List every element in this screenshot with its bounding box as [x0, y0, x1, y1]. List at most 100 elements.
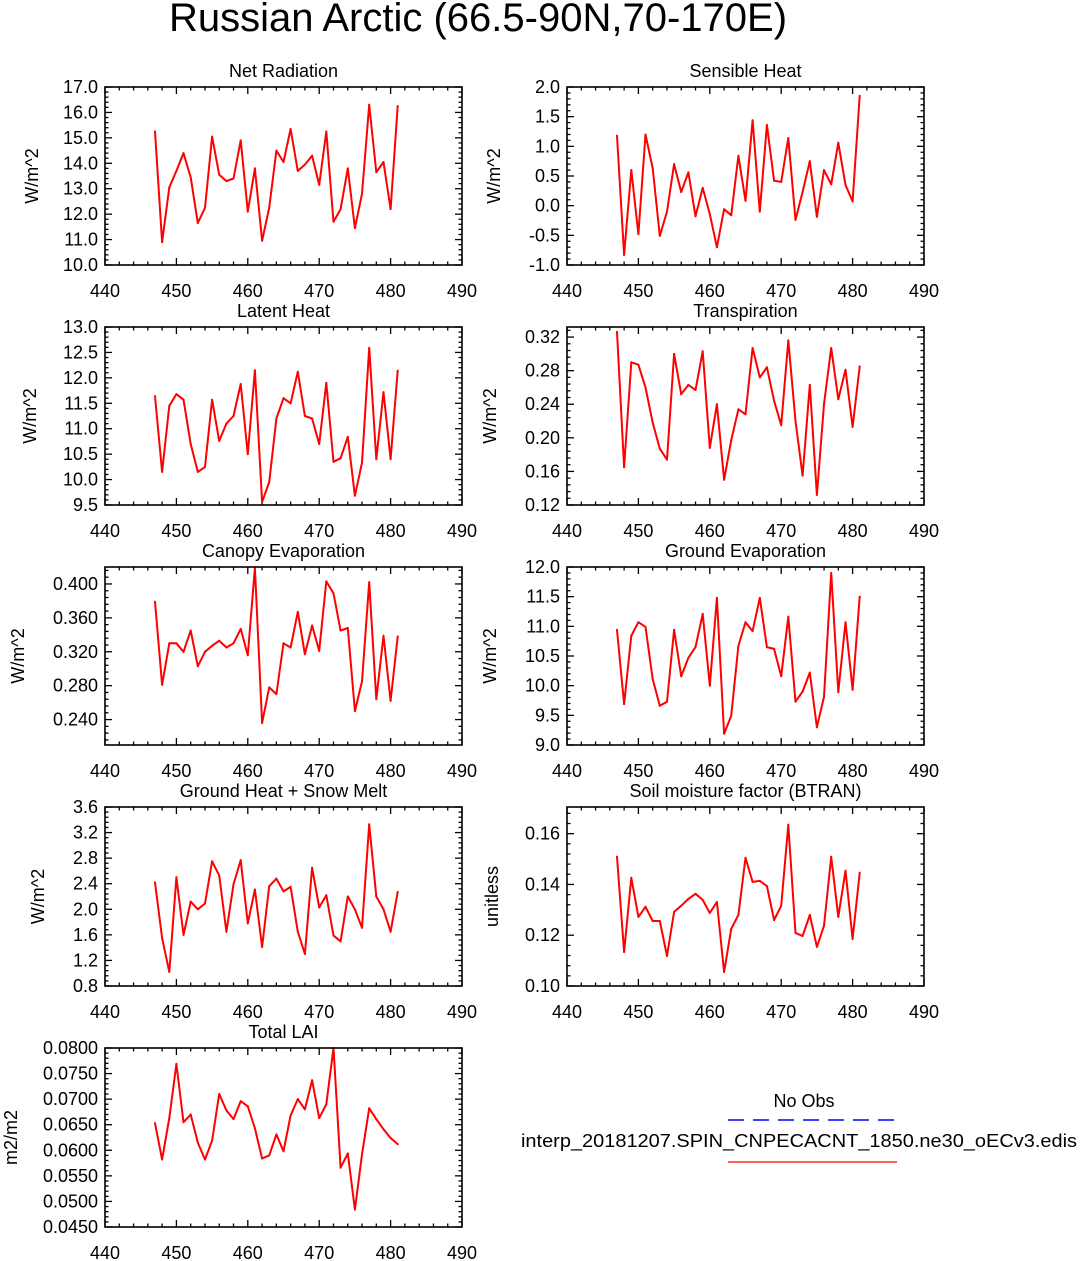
legend-label-no-obs: No Obs [773, 1091, 834, 1111]
data-point [730, 214, 733, 217]
y-tick-label: 9.5 [535, 705, 560, 725]
data-point [701, 186, 704, 189]
x-tick-label: 450 [623, 521, 653, 541]
data-point [175, 642, 178, 645]
panel-title: Ground Heat + Snow Melt [180, 781, 388, 801]
x-tick-label: 490 [909, 1002, 939, 1022]
data-point [303, 415, 306, 417]
data-point [161, 683, 164, 686]
data-point [346, 895, 349, 898]
data-point [382, 634, 385, 637]
data-point [823, 695, 825, 698]
data-point [332, 460, 335, 463]
data-point [303, 953, 306, 955]
data-point [154, 600, 156, 603]
data-point [175, 876, 178, 879]
data-point [268, 481, 271, 484]
data-point [225, 1109, 228, 1112]
y-tick-label: 9.5 [73, 495, 98, 515]
data-point [723, 971, 726, 973]
y-tick-label: 0.0500 [43, 1191, 98, 1211]
panel-transpiration: Transpiration W/m^2 440 450 460 470 480 490 0.12… [480, 301, 939, 541]
data-point [616, 331, 618, 333]
data-point [708, 911, 711, 914]
x-tick-label: 450 [161, 1002, 191, 1022]
data-point [787, 339, 790, 342]
data-point [353, 908, 356, 911]
plot-frame [104, 1047, 463, 1228]
y-tick-label: 0.400 [53, 574, 98, 594]
data-point [218, 874, 221, 877]
data-point [787, 137, 790, 139]
x-tick-label: 460 [695, 521, 725, 541]
data-point [211, 135, 214, 138]
data-point [282, 1150, 285, 1153]
x-tick-label: 480 [376, 1243, 406, 1261]
data-point [830, 347, 833, 349]
data-point [225, 422, 228, 425]
legend: No Obs interp_20181207.SPIN_CNPECACNT_18… [521, 1091, 1077, 1163]
x-tick-label: 490 [447, 761, 477, 781]
x-tick-label: 490 [909, 761, 939, 781]
data-point [368, 103, 371, 106]
data-point [303, 163, 306, 166]
data-point [182, 650, 185, 653]
y-axis-label: W/m^2 [22, 148, 42, 203]
data-point [658, 704, 661, 707]
data-point [773, 919, 776, 921]
x-tick-label: 440 [552, 1002, 582, 1022]
data-point [758, 879, 761, 882]
y-tick-label: 0.320 [53, 642, 98, 662]
data-point [353, 710, 356, 713]
y-tick-label: 0.8 [73, 976, 98, 996]
data-point [346, 435, 349, 438]
data-point [175, 169, 178, 172]
panel-total-lai: Total LAI m2/m2 440 450 460 470 480 490 0.0450 0.… [1, 1022, 477, 1261]
data-point [361, 926, 363, 929]
x-tick-label: 490 [909, 521, 939, 541]
y-tick-label: 12.5 [63, 342, 98, 362]
data-point [396, 635, 399, 638]
data-point [780, 424, 783, 427]
data-point [844, 368, 847, 371]
x-tick-label: 460 [695, 761, 725, 781]
x-tick-label: 460 [233, 521, 263, 541]
data-point [708, 684, 711, 687]
y-tick-label: 0.10 [525, 976, 560, 996]
data-point [268, 885, 271, 888]
x-tick-label: 470 [766, 761, 796, 781]
y-tick-label: 0.0450 [43, 1217, 98, 1237]
data-point [773, 399, 776, 402]
data-point [616, 855, 618, 858]
data-point [325, 381, 328, 384]
data-point [189, 629, 192, 632]
x-tick-label: 460 [233, 1002, 263, 1022]
data-point [225, 930, 228, 933]
data-point [382, 161, 385, 163]
panel-sensible-heat: Sensible Heat W/m^2 440 450 460 470 480 490 -1.0… [484, 61, 939, 301]
data-point [787, 823, 790, 826]
data-point [765, 646, 768, 649]
data-point [332, 220, 335, 223]
x-tick-label: 460 [695, 281, 725, 301]
data-point [218, 439, 221, 442]
x-tick-label: 480 [376, 281, 406, 301]
data-point [666, 458, 668, 461]
data-point [637, 363, 640, 366]
x-tick-label: 450 [161, 761, 191, 781]
data-point [744, 621, 747, 624]
data-point [651, 421, 654, 424]
x-tick-label: 440 [90, 281, 120, 301]
data-point [239, 1100, 242, 1103]
plot-frame [566, 806, 925, 987]
y-tick-label: 0.0750 [43, 1064, 98, 1084]
data-point [815, 726, 818, 729]
y-tick-label: 12.0 [63, 204, 98, 224]
data-point [389, 699, 392, 702]
data-point [844, 183, 847, 186]
data-point [644, 133, 647, 136]
data-point [637, 233, 640, 236]
data-point [204, 902, 206, 905]
y-tick-label: 2.4 [73, 874, 98, 894]
